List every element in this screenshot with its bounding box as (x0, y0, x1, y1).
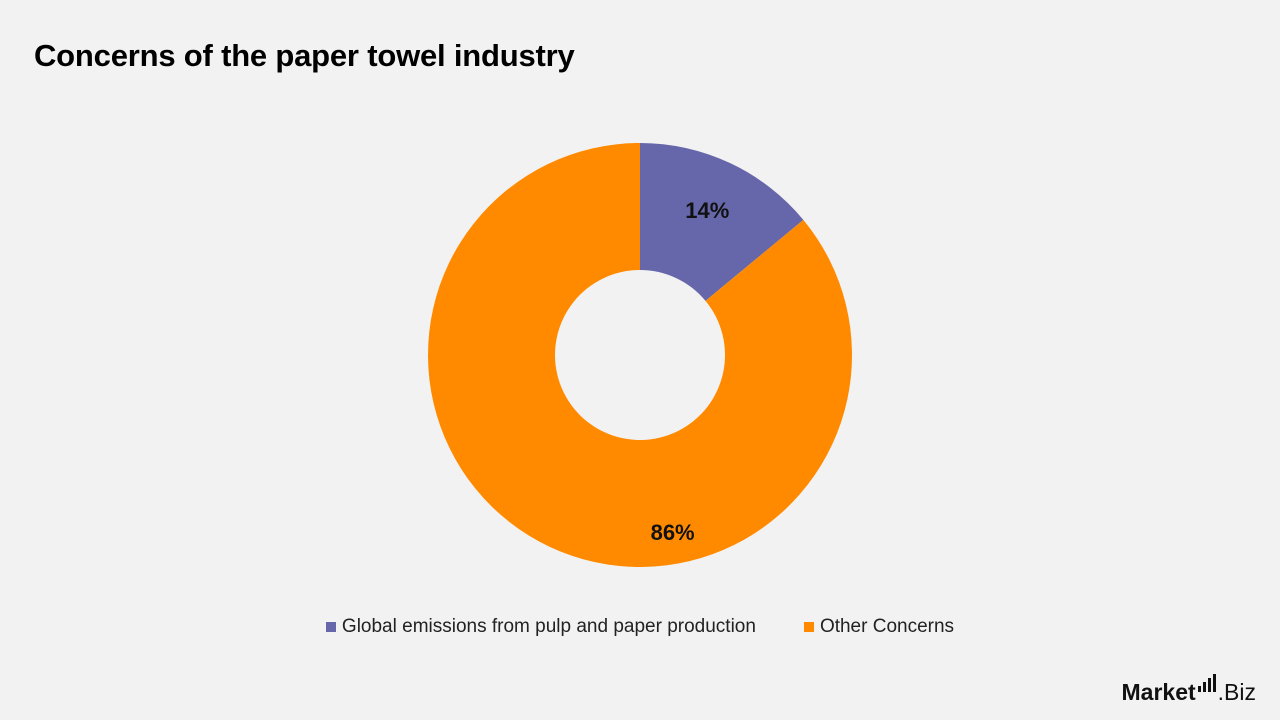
chart-title: Concerns of the paper towel industry (34, 38, 575, 73)
legend-label-other: Other Concerns (819, 616, 955, 637)
legend-swatch-other (803, 622, 814, 632)
donut-slice-0 (640, 143, 804, 301)
legend-item-other: Other Concerns (803, 616, 955, 638)
chart-legend: Global emissions from pulp and paper pro… (0, 616, 1280, 638)
legend-item-emissions: Global emissions from pulp and paper pro… (325, 616, 756, 638)
donut-slice-1 (428, 143, 852, 567)
logo-bars-icon (1197, 674, 1216, 692)
legend-swatch-emissions (325, 622, 336, 632)
legend-label-emissions: Global emissions from pulp and paper pro… (341, 616, 756, 637)
logo-text-main: Market (1121, 679, 1196, 705)
logo-text-suffix: .Biz (1217, 679, 1256, 705)
marketbiz-logo: Market .Biz (1121, 674, 1256, 706)
data-label-1: 86% (651, 520, 695, 545)
data-label-0: 14% (685, 198, 729, 223)
